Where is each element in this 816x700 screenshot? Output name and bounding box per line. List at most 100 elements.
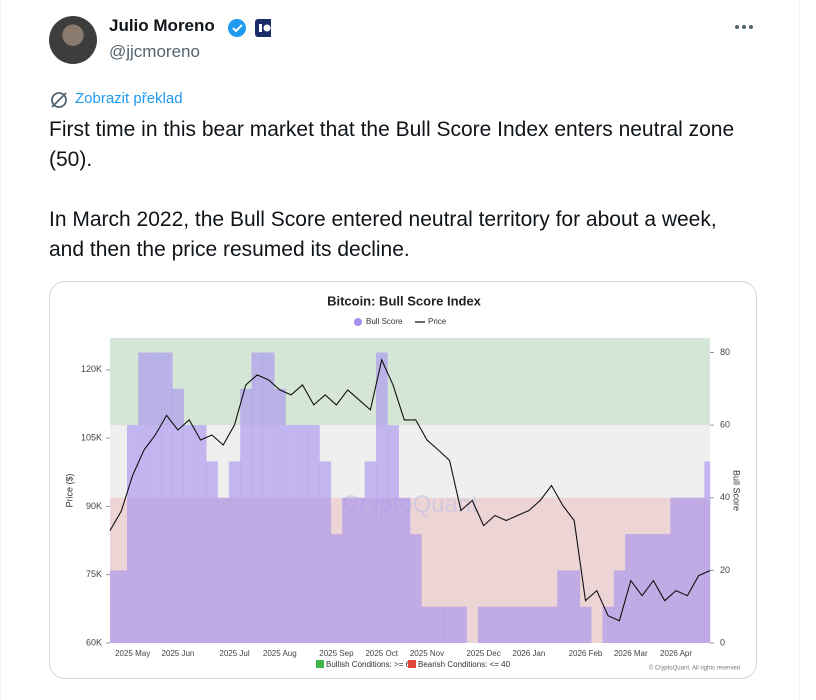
y-tick-label: 105K xyxy=(81,433,102,443)
bull-score-bar xyxy=(693,497,705,643)
bull-score-bar xyxy=(523,606,535,643)
bull-score-bar xyxy=(421,606,433,643)
more-menu[interactable] xyxy=(733,20,757,34)
bull-score-bar xyxy=(579,606,592,643)
y-tick-label: 90K xyxy=(86,501,102,511)
x-tick-label: 2025 Sep xyxy=(319,649,354,658)
x-tick-label: 2025 Dec xyxy=(466,649,500,658)
bull-score-bar xyxy=(443,606,456,643)
x-tick-label: 2025 Nov xyxy=(410,649,444,658)
bull-score-bar xyxy=(477,606,490,643)
bull-score-bar xyxy=(500,606,513,643)
y2-tick-label: 40 xyxy=(720,492,730,502)
bull-score-bar xyxy=(704,461,711,643)
bull-score-bar xyxy=(206,461,218,643)
bull-score-bar xyxy=(545,606,558,643)
bull-score-bar xyxy=(160,352,173,643)
zone-legend-swatch xyxy=(316,660,324,668)
legend-swatch xyxy=(354,318,362,326)
x-tick-label: 2025 Jul xyxy=(219,649,249,658)
y-tick-label: 75K xyxy=(86,569,102,579)
credit: © CryptoQuant. All rights reserved xyxy=(649,665,740,672)
y2-tick-label: 0 xyxy=(720,637,725,647)
bull-score-bar xyxy=(330,534,343,643)
bull-score-bar xyxy=(511,606,524,643)
bull-score-bar xyxy=(376,352,388,643)
bull-score-bar xyxy=(194,425,207,643)
zone-legend-label: Bullish Conditions: >= 60 xyxy=(326,660,415,669)
bull-score-bar xyxy=(342,497,354,643)
bull-score-bar xyxy=(217,497,230,643)
bull-score-bar xyxy=(138,352,150,643)
translate-link[interactable]: Zobrazit překlad xyxy=(75,90,183,107)
y-tick-label: 120K xyxy=(81,364,102,374)
bull-score-bar xyxy=(274,388,286,643)
bull-score-bar xyxy=(308,425,320,643)
bull-score-bar xyxy=(110,570,116,643)
bull-score-bar xyxy=(602,606,615,643)
bull-score-bar xyxy=(625,534,637,643)
bull-score-bar xyxy=(183,425,196,643)
paragraph: In March 2022, the Bull Score entered ne… xyxy=(49,208,717,261)
x-tick-label: 2026 Mar xyxy=(614,649,648,658)
avatar[interactable] xyxy=(49,16,97,64)
bull-score-bar xyxy=(364,461,377,643)
x-tick-label: 2025 Aug xyxy=(263,649,297,658)
x-tick-label: 2025 Jun xyxy=(161,649,194,658)
tweet-text: First time in this bear market that the … xyxy=(49,115,754,295)
author-name[interactable]: Julio Moreno xyxy=(109,16,215,35)
x-tick-label: 2025 May xyxy=(115,649,150,658)
x-tick-label: 2026 Jan xyxy=(512,649,545,658)
bull-score-bar xyxy=(455,606,467,643)
y-axis-title: Price ($) xyxy=(64,473,74,507)
bull-score-bar xyxy=(126,425,139,643)
y2-axis-title: Bull Score xyxy=(732,470,742,511)
bull-score-bar xyxy=(670,497,682,643)
x-tick-label: 2026 Feb xyxy=(569,649,603,658)
zone-legend-swatch xyxy=(408,660,416,668)
bull-score-bar xyxy=(489,606,501,643)
zone-legend-label: Bearish Conditions: <= 40 xyxy=(418,660,511,669)
bull-score-bar xyxy=(285,425,298,643)
chart-title: Bitcoin: Bull Score Index xyxy=(327,293,482,308)
bull-score-bar xyxy=(432,606,445,643)
bull-score-bar xyxy=(319,461,332,643)
price-line xyxy=(109,358,711,622)
legend-label: Bull Score xyxy=(366,317,403,326)
bull-score-bar xyxy=(115,570,128,643)
y2-tick-label: 20 xyxy=(720,565,730,575)
bull-score-bar xyxy=(240,388,252,643)
bull-score-bar xyxy=(659,534,671,643)
bull-score-bar xyxy=(557,570,569,643)
chart: Bitcoin: Bull Score Index CryptoQuant60K… xyxy=(64,293,742,672)
bull-score-bar xyxy=(353,497,366,643)
bull-score-bar xyxy=(251,352,264,643)
chart-image[interactable]: Bitcoin: Bull Score Index CryptoQuant60K… xyxy=(49,281,757,679)
bull-score-bar xyxy=(681,497,694,643)
badges xyxy=(228,19,271,37)
bull-score-bar xyxy=(398,497,411,643)
bull-score-bar xyxy=(636,534,649,643)
x-tick-label: 2025 Oct xyxy=(365,649,398,658)
bull-score-bar xyxy=(228,461,241,643)
bull-score-bar xyxy=(296,425,309,643)
bull-score-bar xyxy=(262,352,275,643)
bull-score-bar xyxy=(534,606,547,643)
bull-score-bar xyxy=(149,352,162,643)
bull-score-bar xyxy=(387,425,399,643)
paragraph: First time in this bear market that the … xyxy=(49,118,735,171)
bull-score-bar xyxy=(410,534,422,643)
bull-score-bar xyxy=(647,534,660,643)
author-handle[interactable]: @jjcmoreno xyxy=(109,42,200,61)
translate-icon xyxy=(51,92,67,108)
bull-score-bar xyxy=(568,570,581,643)
bull-score-bar xyxy=(172,388,184,643)
zone-band xyxy=(110,338,710,426)
x-tick-label: 2026 Apr xyxy=(660,649,692,658)
legend-label: Price xyxy=(428,317,447,326)
y2-tick-label: 60 xyxy=(720,420,730,430)
y2-tick-label: 80 xyxy=(720,347,730,357)
y-tick-label: 60K xyxy=(86,637,102,647)
